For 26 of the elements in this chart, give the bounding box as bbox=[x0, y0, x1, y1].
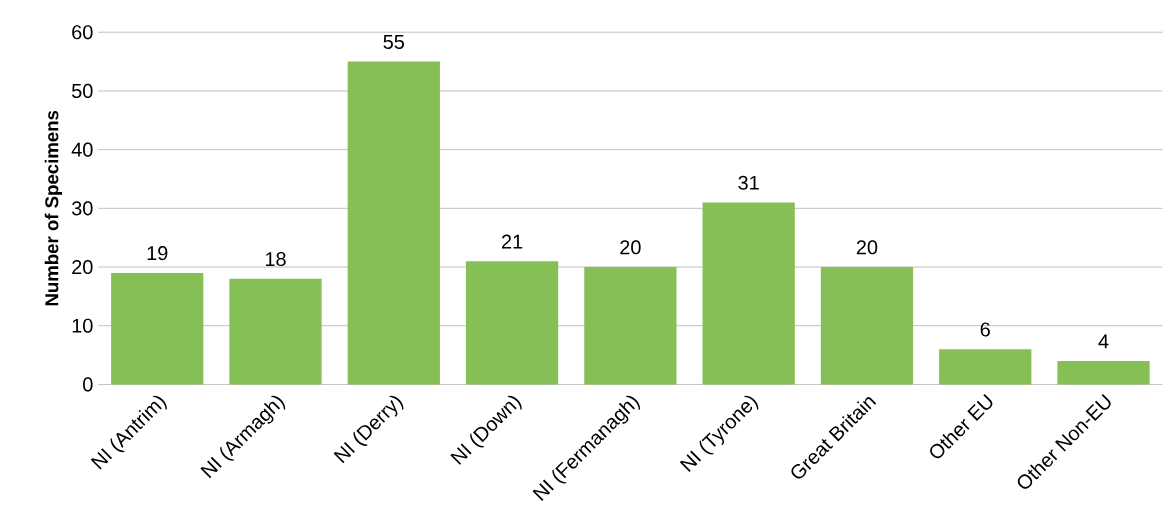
y-tick-label: 50 bbox=[71, 83, 93, 98]
y-tick-label: 0 bbox=[83, 377, 93, 392]
data-label: 19 bbox=[147, 245, 168, 261]
bar bbox=[702, 202, 795, 385]
data-label: 31 bbox=[738, 175, 759, 190]
y-tick-label: 10 bbox=[72, 318, 93, 333]
bar bbox=[1057, 360, 1150, 385]
bar bbox=[111, 272, 204, 385]
y-axis-title: Number of Specimens bbox=[44, 110, 63, 306]
data-label: 18 bbox=[265, 251, 286, 266]
y-tick-label: 60 bbox=[72, 25, 93, 40]
bar bbox=[584, 266, 677, 385]
data-label: 4 bbox=[1098, 334, 1109, 349]
y-tick-label: 40 bbox=[71, 142, 93, 157]
bar bbox=[465, 261, 559, 385]
data-label: 6 bbox=[980, 322, 990, 337]
data-label: 21 bbox=[501, 234, 523, 249]
y-tick-label: 30 bbox=[71, 201, 93, 216]
bar bbox=[347, 61, 440, 385]
y-tick-label: 20 bbox=[72, 259, 93, 274]
bar bbox=[229, 278, 322, 385]
bar bbox=[820, 266, 914, 385]
data-label: 55 bbox=[383, 34, 405, 49]
data-label: 20 bbox=[856, 240, 878, 255]
data-label: 20 bbox=[620, 240, 641, 255]
bar bbox=[939, 349, 1032, 385]
